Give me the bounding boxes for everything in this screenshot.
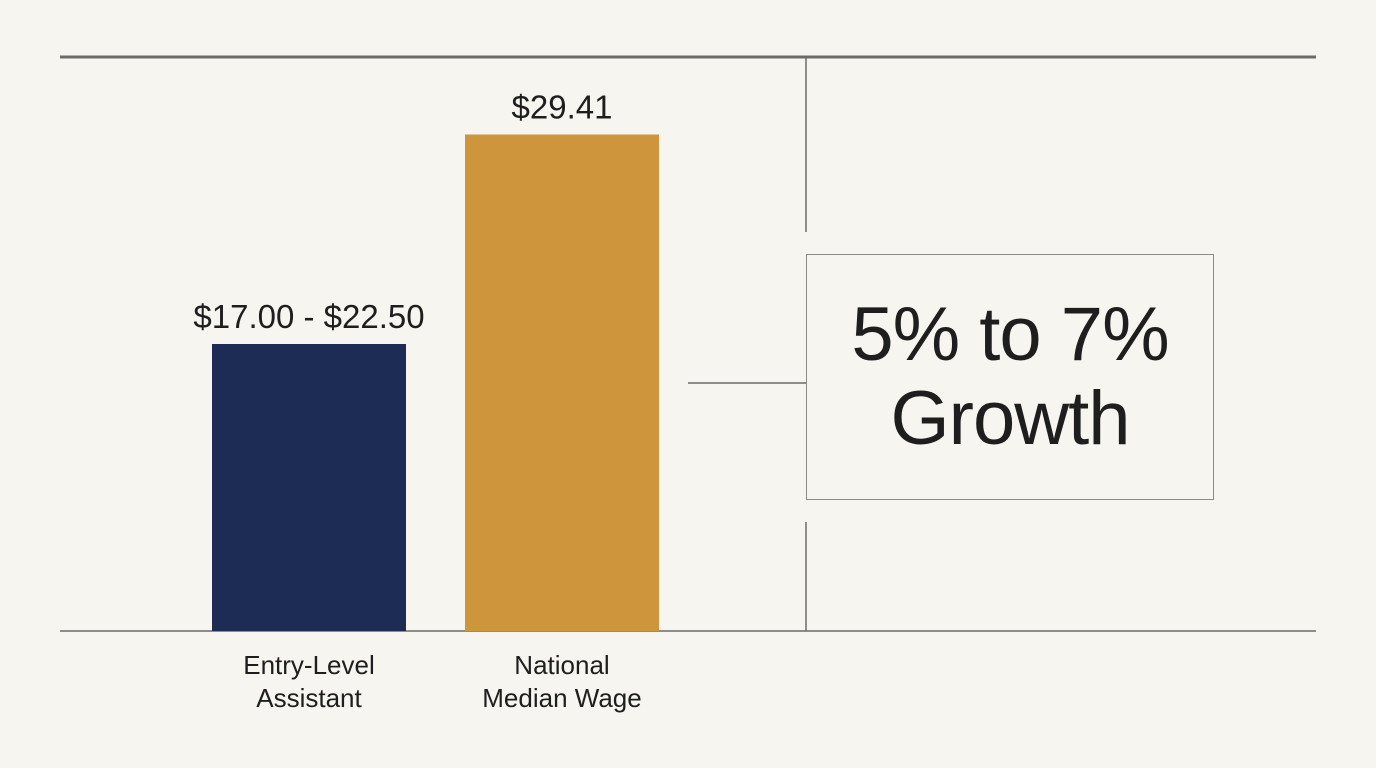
bar-value-label-national-median: $29.41 (512, 88, 613, 125)
bars-group: $17.00 - $22.50 $29.41 (193, 88, 659, 632)
category-label-entry-level: Entry-Level Assistant (243, 650, 375, 713)
growth-callout-line2: Growth (890, 376, 1131, 461)
bar-national-median (465, 134, 659, 632)
bar-value-label-entry-level: $17.00 - $22.50 (193, 298, 424, 335)
growth-callout-line1: 5% to 7% (851, 292, 1169, 377)
growth-callout-box: 5% to 7% Growth (806, 254, 1214, 500)
growth-callout-text: 5% to 7% Growth (851, 292, 1169, 461)
bar-entry-level (212, 344, 406, 631)
category-label-national-median: National Median Wage (482, 650, 642, 713)
